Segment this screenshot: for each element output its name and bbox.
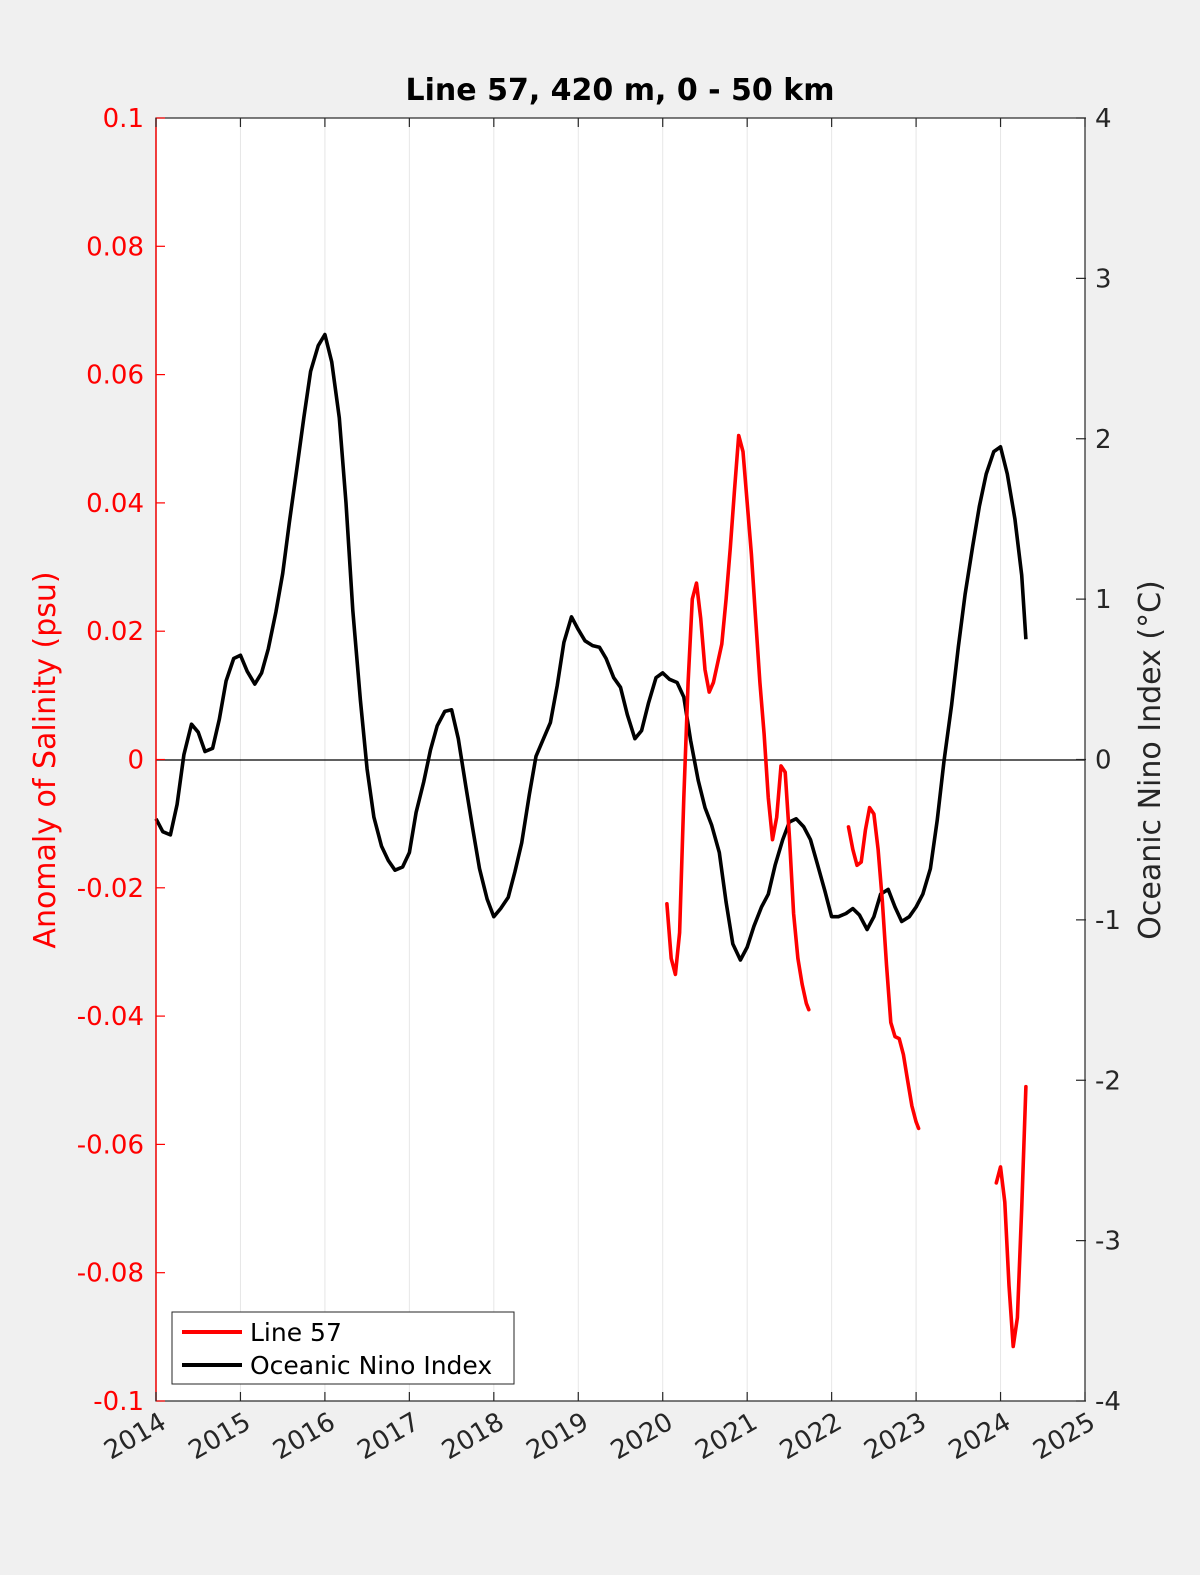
right-tick-label: -4 xyxy=(1095,1387,1121,1417)
x-tick-label: 2017 xyxy=(353,1407,425,1466)
x-tick-label: 2023 xyxy=(859,1407,931,1466)
right-tick-label: -2 xyxy=(1095,1066,1121,1096)
left-tick-label: 0.04 xyxy=(86,489,144,519)
x-tick-label: 2022 xyxy=(775,1407,847,1466)
left-y-axis: 0.1 0.08 0.06 0.04 0.02 0 -0.02 -0.04 -0.06 -0.08… xyxy=(77,104,165,1417)
legend-label-line-57: Line 57 xyxy=(250,1318,342,1347)
right-tick-label: 2 xyxy=(1095,425,1112,455)
left-tick-label: 0 xyxy=(127,746,144,776)
right-y-axis-label: Oceanic Nino Index (°C) xyxy=(1133,580,1168,940)
x-tick-label: 2025 xyxy=(1028,1407,1100,1466)
left-tick-label: -0.1 xyxy=(93,1387,144,1417)
series-line-line-57-segment-3 xyxy=(994,1084,1028,1349)
right-y-axis: 4 3 2 1 0 -1 -2 -3 -4 xyxy=(1076,104,1121,1417)
series-layer xyxy=(154,332,1028,1349)
series-line-line-57-segment-2 xyxy=(846,805,921,1131)
legend-box xyxy=(171,1311,515,1385)
chart-title: Line 57, 420 m, 0 - 50 km xyxy=(406,73,835,108)
left-y-axis-label: Anomaly of Salinity (psu) xyxy=(28,571,63,948)
series-line-line-57-segment-1 xyxy=(665,433,811,1012)
left-tick-label: 0.1 xyxy=(103,104,144,134)
left-tick-label: -0.08 xyxy=(77,1259,144,1289)
left-tick-label: 0.02 xyxy=(86,617,144,647)
legend: Line 57 Oceanic Nino Index xyxy=(171,1311,515,1385)
legend-label-oni: Oceanic Nino Index xyxy=(250,1351,492,1380)
x-tick-label: 2020 xyxy=(606,1407,678,1466)
right-tick-label: 1 xyxy=(1095,585,1112,615)
x-tick-label: 2015 xyxy=(184,1407,256,1466)
left-tick-label: -0.02 xyxy=(77,874,144,904)
right-tick-label: -1 xyxy=(1095,906,1121,936)
x-tick-label: 2016 xyxy=(268,1407,340,1466)
left-tick-label: 0.06 xyxy=(86,361,144,391)
x-tick-label: 2019 xyxy=(521,1407,593,1466)
right-tick-label: 4 xyxy=(1095,104,1112,134)
x-tick-label: 2021 xyxy=(690,1407,762,1466)
x-tick-label: 2018 xyxy=(437,1407,509,1466)
left-tick-label: -0.04 xyxy=(77,1002,144,1032)
right-tick-label: -3 xyxy=(1095,1227,1121,1257)
left-tick-label: 0.08 xyxy=(86,232,144,262)
left-tick-label: -0.06 xyxy=(77,1130,144,1160)
right-tick-label: 3 xyxy=(1095,264,1112,294)
x-tick-label: 2024 xyxy=(944,1407,1016,1466)
right-tick-label: 0 xyxy=(1095,746,1112,776)
